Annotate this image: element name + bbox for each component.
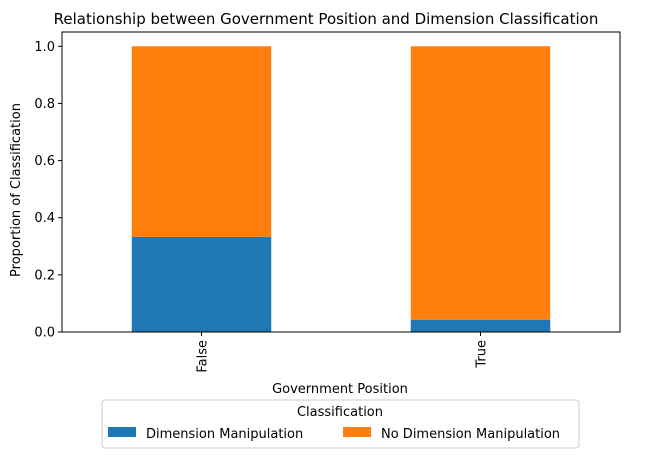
y-tick-label: 0.2 bbox=[34, 268, 55, 283]
y-tick-label: 0.4 bbox=[34, 211, 55, 226]
y-axis-label: Proportion of Classification bbox=[9, 103, 24, 277]
x-tick-label: False bbox=[196, 340, 211, 373]
y-tick-label: 0.8 bbox=[34, 97, 55, 112]
chart-title: Relationship between Government Position… bbox=[54, 10, 599, 28]
bar-false-no-dimension-manipulation bbox=[131, 46, 272, 237]
x-tick-label: True bbox=[475, 340, 490, 369]
y-tick-label: 0.0 bbox=[34, 326, 55, 341]
legend: Classification Dimension Manipulation No… bbox=[101, 399, 580, 449]
legend-swatch-no-dimension-manipulation bbox=[343, 427, 371, 437]
legend-label-no-dimension-manipulation: No Dimension Manipulation bbox=[381, 427, 560, 442]
x-axis-label: Government Position bbox=[272, 382, 408, 397]
legend-title: Classification bbox=[297, 405, 383, 420]
legend-swatch-dimension-manipulation bbox=[108, 427, 136, 437]
plot-area: False True 0.0 0.2 0.4 0.6 0.8 1.0 bbox=[34, 31, 621, 373]
y-tick-label: 0.6 bbox=[34, 154, 55, 169]
bar-true-no-dimension-manipulation bbox=[410, 46, 551, 320]
y-tick-label: 1.0 bbox=[34, 40, 55, 55]
bar-false-dimension-manipulation bbox=[131, 236, 272, 332]
bar-true-dimension-manipulation bbox=[410, 319, 551, 332]
legend-frame bbox=[101, 399, 580, 449]
axes-frame bbox=[61, 31, 621, 333]
legend-label-dimension-manipulation: Dimension Manipulation bbox=[146, 427, 303, 442]
